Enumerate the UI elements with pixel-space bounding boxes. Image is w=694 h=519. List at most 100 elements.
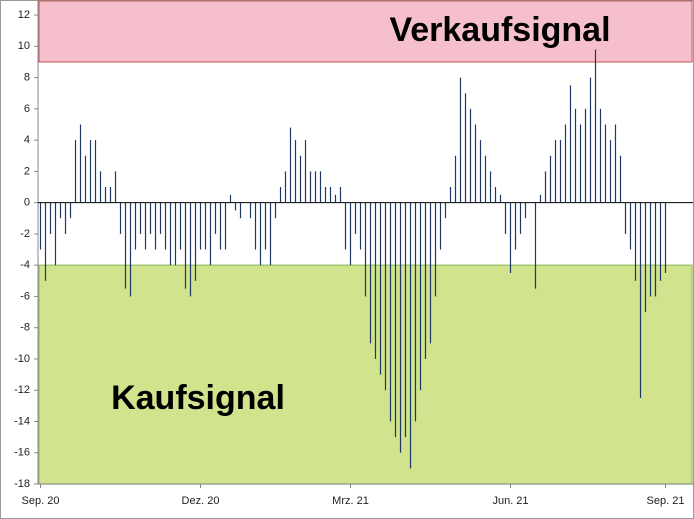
bar [664,202,667,273]
bar [279,187,282,203]
bar [239,202,242,219]
bar [179,202,182,250]
bar [624,202,627,234]
bar [264,202,267,250]
bar [339,187,342,203]
bar [479,140,482,203]
bar [579,124,582,203]
bar [274,202,277,219]
bar [454,155,457,203]
bar [459,77,462,203]
bar [439,202,442,250]
bar [524,202,527,219]
bar [399,202,402,453]
y-tick-label: -8 [20,322,30,334]
bar [389,202,392,422]
y-tick-label: 4 [24,134,30,146]
bar [289,127,292,203]
y-tick-label: -10 [14,353,30,365]
bar [229,194,232,203]
y-tick-label: -16 [14,447,30,459]
zone-label: Kaufsignal [111,379,285,417]
bar [149,202,152,234]
bar [514,202,517,250]
y-tick-label: -4 [20,259,30,271]
bar [204,202,207,250]
bar [159,202,162,234]
x-tick-label: Mrz. 21 [332,495,369,507]
bar [164,202,167,250]
bar [599,108,602,203]
bar [464,93,467,203]
bar [284,171,287,203]
bar [304,140,307,203]
bar [209,202,212,266]
bar [54,202,57,266]
bar [604,124,607,203]
y-tick-label: 6 [24,103,30,115]
bar [364,202,367,297]
bar [174,202,177,266]
signal-zone [38,0,693,63]
bar [254,202,257,250]
y-tick-label: -6 [20,290,30,302]
bar [569,85,572,203]
bar [329,187,332,203]
bar [144,202,147,250]
bar [114,171,117,203]
bar [104,187,107,203]
bar [324,187,327,203]
bar [79,124,82,203]
y-tick-label: 0 [24,197,30,209]
y-tick-label: 8 [24,71,30,83]
bar [659,202,662,281]
bar [314,171,317,203]
bar [544,171,547,203]
bar [584,108,587,203]
bar [619,155,622,203]
bar [489,171,492,203]
bar [129,202,132,297]
bar [474,124,477,203]
x-tick-label: Sep. 20 [22,495,60,507]
bar [589,77,592,203]
y-tick-label: -12 [14,384,30,396]
bar [564,124,567,203]
bar [494,187,497,203]
bar [89,140,92,203]
bar [219,202,222,250]
y-tick-label: 2 [24,165,30,177]
bar [354,202,357,234]
signal-zone [38,264,693,485]
bar [559,140,562,203]
bar [519,202,522,234]
bar [444,202,447,219]
bar [334,194,337,203]
bar [629,202,632,250]
bar [99,171,102,203]
x-tick-label: Jun. 21 [492,495,528,507]
bar [539,194,542,203]
bar [84,155,87,203]
bar [134,202,137,250]
bar [359,202,362,250]
bar [259,202,262,266]
bar [124,202,127,289]
bar [469,108,472,203]
bar [154,202,157,250]
bar [49,202,52,234]
bar [484,155,487,203]
bar [434,202,437,297]
y-tick-label: 12 [18,9,30,21]
y-tick-label: -2 [20,228,30,240]
bar [394,202,397,438]
bar [309,171,312,203]
bar [69,202,72,219]
bar [504,202,507,234]
bar [184,202,187,289]
bar [639,202,642,399]
bar [414,202,417,422]
y-tick-label: -14 [14,415,30,427]
bar [94,140,97,203]
